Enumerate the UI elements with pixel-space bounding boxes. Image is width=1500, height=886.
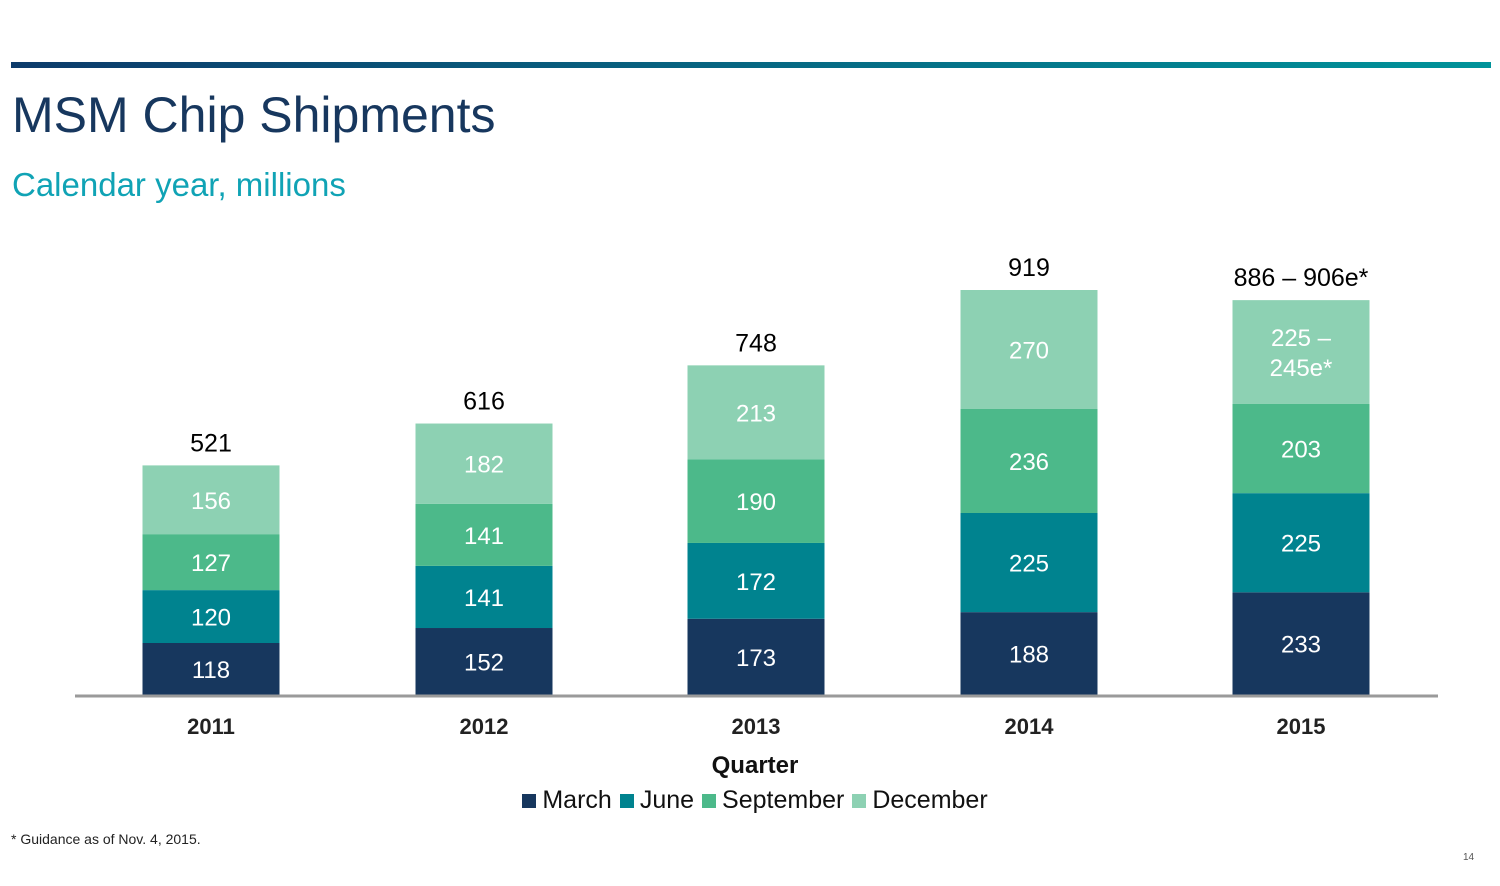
page-subtitle: Calendar year, millions xyxy=(12,166,346,203)
data-label: 213 xyxy=(736,400,776,427)
legend-item-september: September xyxy=(702,786,844,815)
page-title: MSM Chip Shipments xyxy=(12,87,496,143)
data-label: 127 xyxy=(191,550,231,577)
legend-swatch xyxy=(522,793,537,808)
data-label: 182 xyxy=(464,452,504,479)
legend-label: March xyxy=(542,786,612,814)
legend-swatch xyxy=(852,793,867,808)
legend-item-march: March xyxy=(522,786,612,815)
bar-segment-december-2012 xyxy=(415,423,553,504)
x-axis-title: Quarter xyxy=(712,752,799,779)
x-tick-label: 2012 xyxy=(460,714,509,739)
legend-swatch xyxy=(619,793,634,808)
legend-item-december: December xyxy=(852,786,988,815)
bar-segment-june-2015 xyxy=(1232,493,1370,593)
data-label: 141 xyxy=(464,585,504,612)
bar-segment-march-2013 xyxy=(687,618,825,695)
data-label: 233 xyxy=(1281,632,1321,659)
data-label: 118 xyxy=(192,657,230,684)
x-tick-label: 2015 xyxy=(1277,714,1326,739)
data-label: 225 xyxy=(1009,551,1049,578)
bar-segment-december-2013 xyxy=(687,365,825,460)
legend-label: June xyxy=(639,786,695,814)
total-label: 886 – 906e* xyxy=(1234,264,1369,292)
data-label: 236 xyxy=(1009,449,1049,476)
bar-segment-september-2015 xyxy=(1232,403,1370,494)
chart-legend: March June September December xyxy=(0,786,1500,815)
bar-segment-september-2012 xyxy=(415,503,553,566)
bar-segment-march-2015 xyxy=(1232,592,1370,695)
bar-segment-september-2011 xyxy=(142,534,280,591)
footnote: * Guidance as of Nov. 4, 2015. xyxy=(11,831,201,847)
total-label: 748 xyxy=(735,329,777,357)
page-number: 14 xyxy=(1463,852,1475,863)
header-accent-bar xyxy=(11,62,1491,68)
data-label: 225 xyxy=(1281,531,1321,558)
x-tick-label: 2014 xyxy=(1005,714,1055,739)
total-label: 616 xyxy=(463,388,505,416)
total-label: 521 xyxy=(190,429,232,457)
data-label: 152 xyxy=(464,650,504,677)
data-label: 156 xyxy=(191,488,231,515)
legend-label: December xyxy=(872,786,988,814)
bar-segment-march-2014 xyxy=(960,612,1098,695)
x-tick-label: 2013 xyxy=(732,714,781,739)
bar-segment-september-2013 xyxy=(687,459,825,543)
legend-label: September xyxy=(722,786,845,814)
data-label: 245e* xyxy=(1270,355,1333,382)
bar-segment-june-2011 xyxy=(142,590,280,643)
bar-segment-december-2011 xyxy=(142,465,280,535)
data-label: 203 xyxy=(1281,436,1321,463)
legend-item-june: June xyxy=(619,786,695,815)
data-label: 172 xyxy=(736,569,776,596)
bar-segment-june-2014 xyxy=(960,512,1098,613)
total-label: 919 xyxy=(1008,254,1050,282)
bar-segment-march-2011 xyxy=(142,642,280,695)
bar-segment-june-2013 xyxy=(687,542,825,619)
bar-segment-september-2014 xyxy=(960,408,1098,513)
bar-segment-december-2014 xyxy=(960,290,1098,409)
data-label: 141 xyxy=(464,523,504,550)
bar-segment-december-2015 xyxy=(1232,300,1370,404)
bar-segment-june-2012 xyxy=(415,565,553,629)
data-label: 120 xyxy=(191,605,231,632)
data-label: 225 – xyxy=(1271,325,1332,352)
data-label: 173 xyxy=(736,645,776,672)
bar-segment-march-2012 xyxy=(415,628,553,695)
legend-swatch xyxy=(702,793,717,808)
x-tick-label: 2011 xyxy=(187,714,235,739)
data-label: 270 xyxy=(1009,337,1049,364)
data-label: 188 xyxy=(1009,642,1049,669)
data-label: 190 xyxy=(736,489,776,516)
